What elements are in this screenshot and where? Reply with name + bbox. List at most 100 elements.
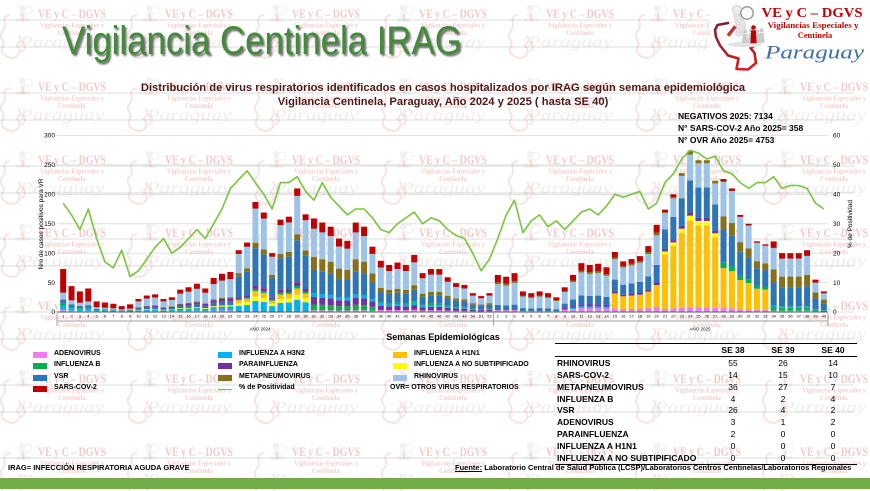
svg-text:17: 17: [629, 314, 634, 319]
svg-text:32: 32: [320, 314, 325, 319]
svg-text:21: 21: [663, 314, 668, 319]
svg-text:43: 43: [412, 314, 417, 319]
svg-text:47: 47: [445, 314, 450, 319]
svg-text:35: 35: [345, 314, 350, 319]
svg-text:7: 7: [547, 314, 550, 319]
svg-text:37: 37: [797, 314, 802, 319]
svg-text:25: 25: [262, 314, 267, 319]
svg-text:22: 22: [671, 314, 676, 319]
svg-text:24: 24: [253, 314, 258, 319]
svg-text:18: 18: [203, 314, 208, 319]
svg-text:34: 34: [771, 314, 776, 319]
svg-text:42: 42: [404, 314, 409, 319]
svg-text:40: 40: [822, 314, 827, 319]
svg-text:10: 10: [833, 280, 841, 287]
svg-text:19: 19: [211, 314, 216, 319]
svg-text:38: 38: [370, 314, 375, 319]
svg-text:26: 26: [270, 314, 275, 319]
svg-text:51: 51: [479, 314, 484, 319]
svg-text:9: 9: [564, 314, 567, 319]
svg-text:31: 31: [312, 314, 317, 319]
svg-text:50: 50: [471, 314, 476, 319]
svg-text:200: 200: [44, 192, 55, 199]
svg-text:12: 12: [588, 314, 593, 319]
svg-text:60: 60: [833, 133, 841, 140]
svg-text:41: 41: [395, 314, 400, 319]
svg-text:29: 29: [295, 314, 300, 319]
svg-text:1: 1: [497, 314, 500, 319]
svg-text:4: 4: [87, 314, 90, 319]
svg-text:39: 39: [813, 314, 818, 319]
svg-text:52: 52: [487, 314, 492, 319]
svg-text:9: 9: [129, 314, 132, 319]
svg-text:22: 22: [236, 314, 241, 319]
svg-text:2: 2: [505, 314, 508, 319]
svg-text:24: 24: [688, 314, 693, 319]
svg-text:3: 3: [79, 314, 82, 319]
svg-text:2: 2: [70, 314, 73, 319]
svg-text:39: 39: [379, 314, 384, 319]
svg-text:6: 6: [539, 314, 542, 319]
svg-text:48: 48: [454, 314, 459, 319]
svg-text:25: 25: [696, 314, 701, 319]
svg-text:13: 13: [596, 314, 601, 319]
svg-text:4: 4: [522, 314, 525, 319]
svg-text:46: 46: [437, 314, 442, 319]
svg-text:5: 5: [95, 314, 98, 319]
svg-text:AÑO 2024: AÑO 2024: [249, 326, 271, 332]
svg-text:3: 3: [513, 314, 516, 319]
svg-text:Centinela: Centinela: [798, 31, 833, 40]
svg-text:16: 16: [621, 314, 626, 319]
svg-text:8: 8: [121, 314, 124, 319]
svg-text:40: 40: [387, 314, 392, 319]
svg-text:36: 36: [788, 314, 793, 319]
svg-text:23: 23: [245, 314, 250, 319]
svg-text:5: 5: [530, 314, 533, 319]
svg-text:15: 15: [613, 314, 618, 319]
svg-text:250: 250: [44, 162, 55, 169]
svg-text:20: 20: [220, 314, 225, 319]
svg-text:50: 50: [48, 280, 56, 287]
svg-text:Vigilancias Especiales y: Vigilancias Especiales y: [768, 21, 860, 30]
svg-text:10: 10: [571, 314, 576, 319]
svg-text:21: 21: [228, 314, 233, 319]
svg-text:28: 28: [287, 314, 292, 319]
svg-text:37: 37: [362, 314, 367, 319]
svg-text:Paraguay: Paraguay: [764, 43, 865, 64]
svg-text:33: 33: [328, 314, 333, 319]
svg-text:19: 19: [646, 314, 651, 319]
svg-text:23: 23: [679, 314, 684, 319]
svg-text:49: 49: [462, 314, 467, 319]
svg-text:11: 11: [579, 314, 584, 319]
svg-text:32: 32: [755, 314, 760, 319]
svg-text:14: 14: [604, 314, 609, 319]
svg-text:29: 29: [730, 314, 735, 319]
svg-text:7: 7: [112, 314, 115, 319]
svg-text:17: 17: [195, 314, 200, 319]
svg-text:28: 28: [721, 314, 726, 319]
svg-text:11: 11: [145, 314, 150, 319]
svg-text:8: 8: [555, 314, 558, 319]
svg-text:13: 13: [161, 314, 166, 319]
svg-text:18: 18: [638, 314, 643, 319]
svg-text:27: 27: [713, 314, 718, 319]
svg-text:15: 15: [178, 314, 183, 319]
svg-text:26: 26: [705, 314, 710, 319]
svg-text:30: 30: [303, 314, 308, 319]
svg-text:35: 35: [780, 314, 785, 319]
svg-text:50: 50: [833, 162, 841, 169]
svg-text:300: 300: [44, 133, 55, 140]
svg-text:16: 16: [186, 314, 191, 319]
svg-text:12: 12: [153, 314, 158, 319]
svg-text:38: 38: [805, 314, 810, 319]
svg-text:36: 36: [354, 314, 359, 319]
svg-text:0: 0: [833, 309, 837, 316]
svg-text:100: 100: [44, 250, 55, 257]
svg-text:30: 30: [738, 314, 743, 319]
svg-text:0: 0: [51, 309, 55, 316]
svg-text:Nro de casos positivos para VR: Nro de casos positivos para VR: [38, 178, 45, 269]
svg-text:6: 6: [104, 314, 107, 319]
svg-text:20: 20: [833, 250, 841, 257]
svg-text:AÑO 2025: AÑO 2025: [689, 326, 711, 332]
svg-text:14: 14: [170, 314, 175, 319]
